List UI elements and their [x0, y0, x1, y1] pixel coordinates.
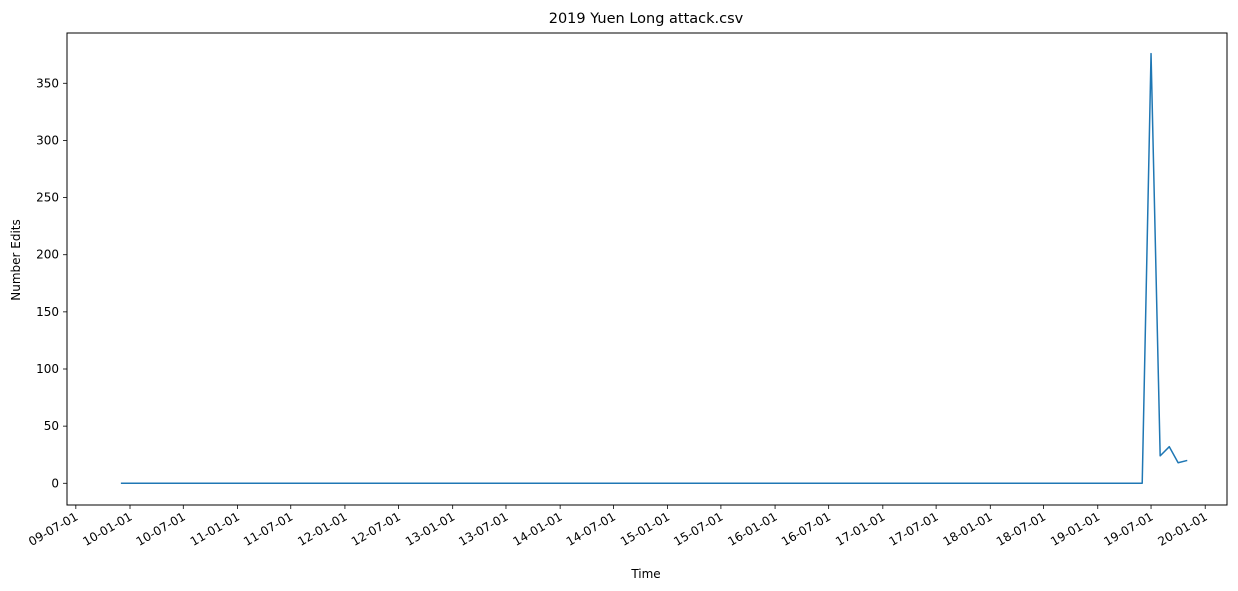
x-tick-label: 16-01-01: [725, 509, 779, 548]
x-tick-label: 19-01-01: [1048, 509, 1102, 548]
x-tick-label: 13-01-01: [403, 509, 457, 548]
x-tick-label: 12-07-01: [349, 509, 403, 548]
x-tick-label: 10-07-01: [134, 509, 188, 548]
plot-area: 0 50 100 150 200 250 300 350 09-07-01 10-01-01 10-…: [26, 32, 1228, 549]
x-tick-label: 20-01-01: [1156, 509, 1210, 548]
x-tick-label: 13-07-01: [456, 509, 510, 548]
x-tick-label: 18-07-01: [994, 509, 1048, 548]
y-tick-label: 200: [36, 248, 59, 262]
y-tick-label: 0: [51, 476, 59, 490]
x-tick-label: 14-01-01: [510, 509, 564, 548]
y-tick-label: 350: [36, 76, 59, 90]
y-axis-label: Number Edits: [9, 219, 23, 301]
x-axis-label: Time: [630, 567, 660, 581]
y-tick-label: 300: [36, 133, 59, 147]
x-tick-label: 17-07-01: [886, 509, 940, 548]
x-tick-label: 17-01-01: [833, 509, 887, 548]
x-tick-label: 16-07-01: [779, 509, 833, 548]
y-tick-label: 100: [36, 362, 59, 376]
x-tick-label: 19-07-01: [1101, 509, 1155, 548]
chart-title: 2019 Yuen Long attack.csv: [549, 11, 744, 27]
y-tick-label: 250: [36, 191, 59, 205]
x-tick-label: 18-01-01: [941, 509, 995, 548]
series-line-0: [120, 52, 1188, 485]
x-tick-label: 11-01-01: [188, 509, 242, 548]
x-tick-label: 14-07-01: [564, 509, 618, 548]
x-tick-label: 10-01-01: [80, 509, 134, 548]
y-tick-label: 150: [36, 305, 59, 319]
x-tick-label: 09-07-01: [26, 509, 80, 548]
y-tick-label: 50: [44, 419, 59, 433]
x-tick-label: 12-01-01: [295, 509, 349, 548]
x-tick-label: 11-07-01: [241, 509, 295, 548]
x-tick-label: 15-07-01: [671, 509, 725, 548]
axes-frame: [66, 32, 1228, 506]
x-tick-label: 15-01-01: [618, 509, 672, 548]
